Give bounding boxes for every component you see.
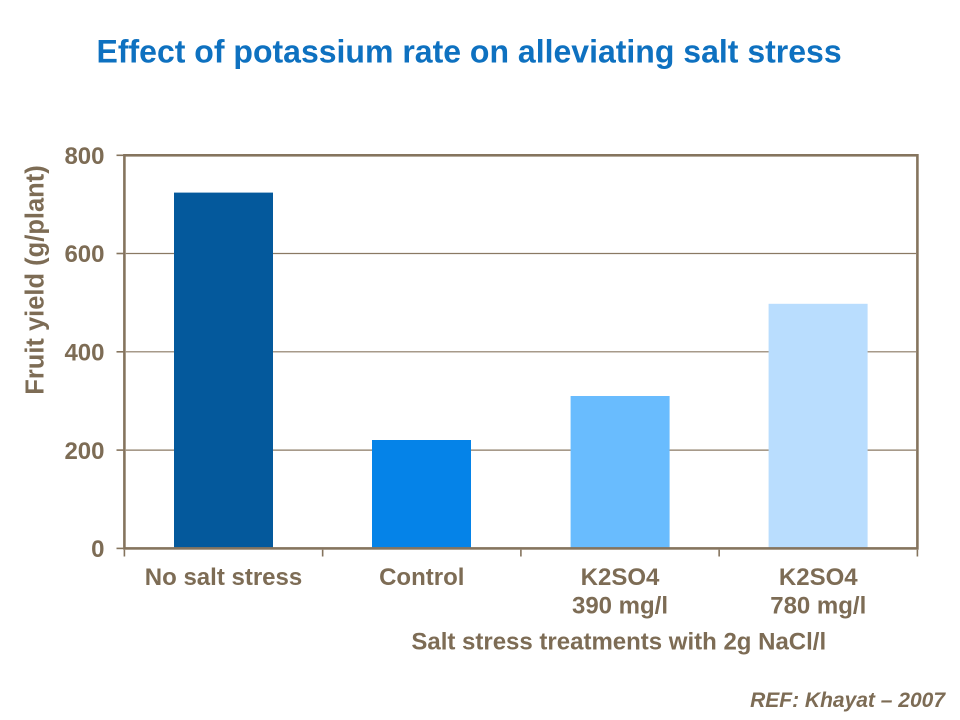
svg-text:Salt stress treatments with 2g: Salt stress treatments with 2g NaCl/l: [411, 629, 826, 656]
svg-text:K2SO4: K2SO4: [779, 564, 858, 591]
svg-text:200: 200: [64, 438, 104, 465]
svg-text:780 mg/l: 780 mg/l: [770, 593, 866, 620]
svg-text:600: 600: [64, 241, 104, 268]
svg-text:No salt stress: No salt stress: [145, 564, 302, 591]
svg-text:400: 400: [64, 340, 104, 367]
svg-text:800: 800: [64, 143, 104, 170]
svg-text:Control: Control: [379, 564, 464, 591]
svg-text:K2SO4: K2SO4: [581, 564, 660, 591]
svg-text:REF: Khayat – 2007: REF: Khayat – 2007: [750, 689, 946, 712]
svg-text:Fruit yield (g/plant): Fruit yield (g/plant): [22, 165, 50, 395]
svg-text:390 mg/l: 390 mg/l: [572, 593, 668, 620]
svg-text:Effect of potassium rate on al: Effect of potassium rate on alleviating …: [97, 34, 842, 70]
svg-text:0: 0: [91, 536, 104, 563]
